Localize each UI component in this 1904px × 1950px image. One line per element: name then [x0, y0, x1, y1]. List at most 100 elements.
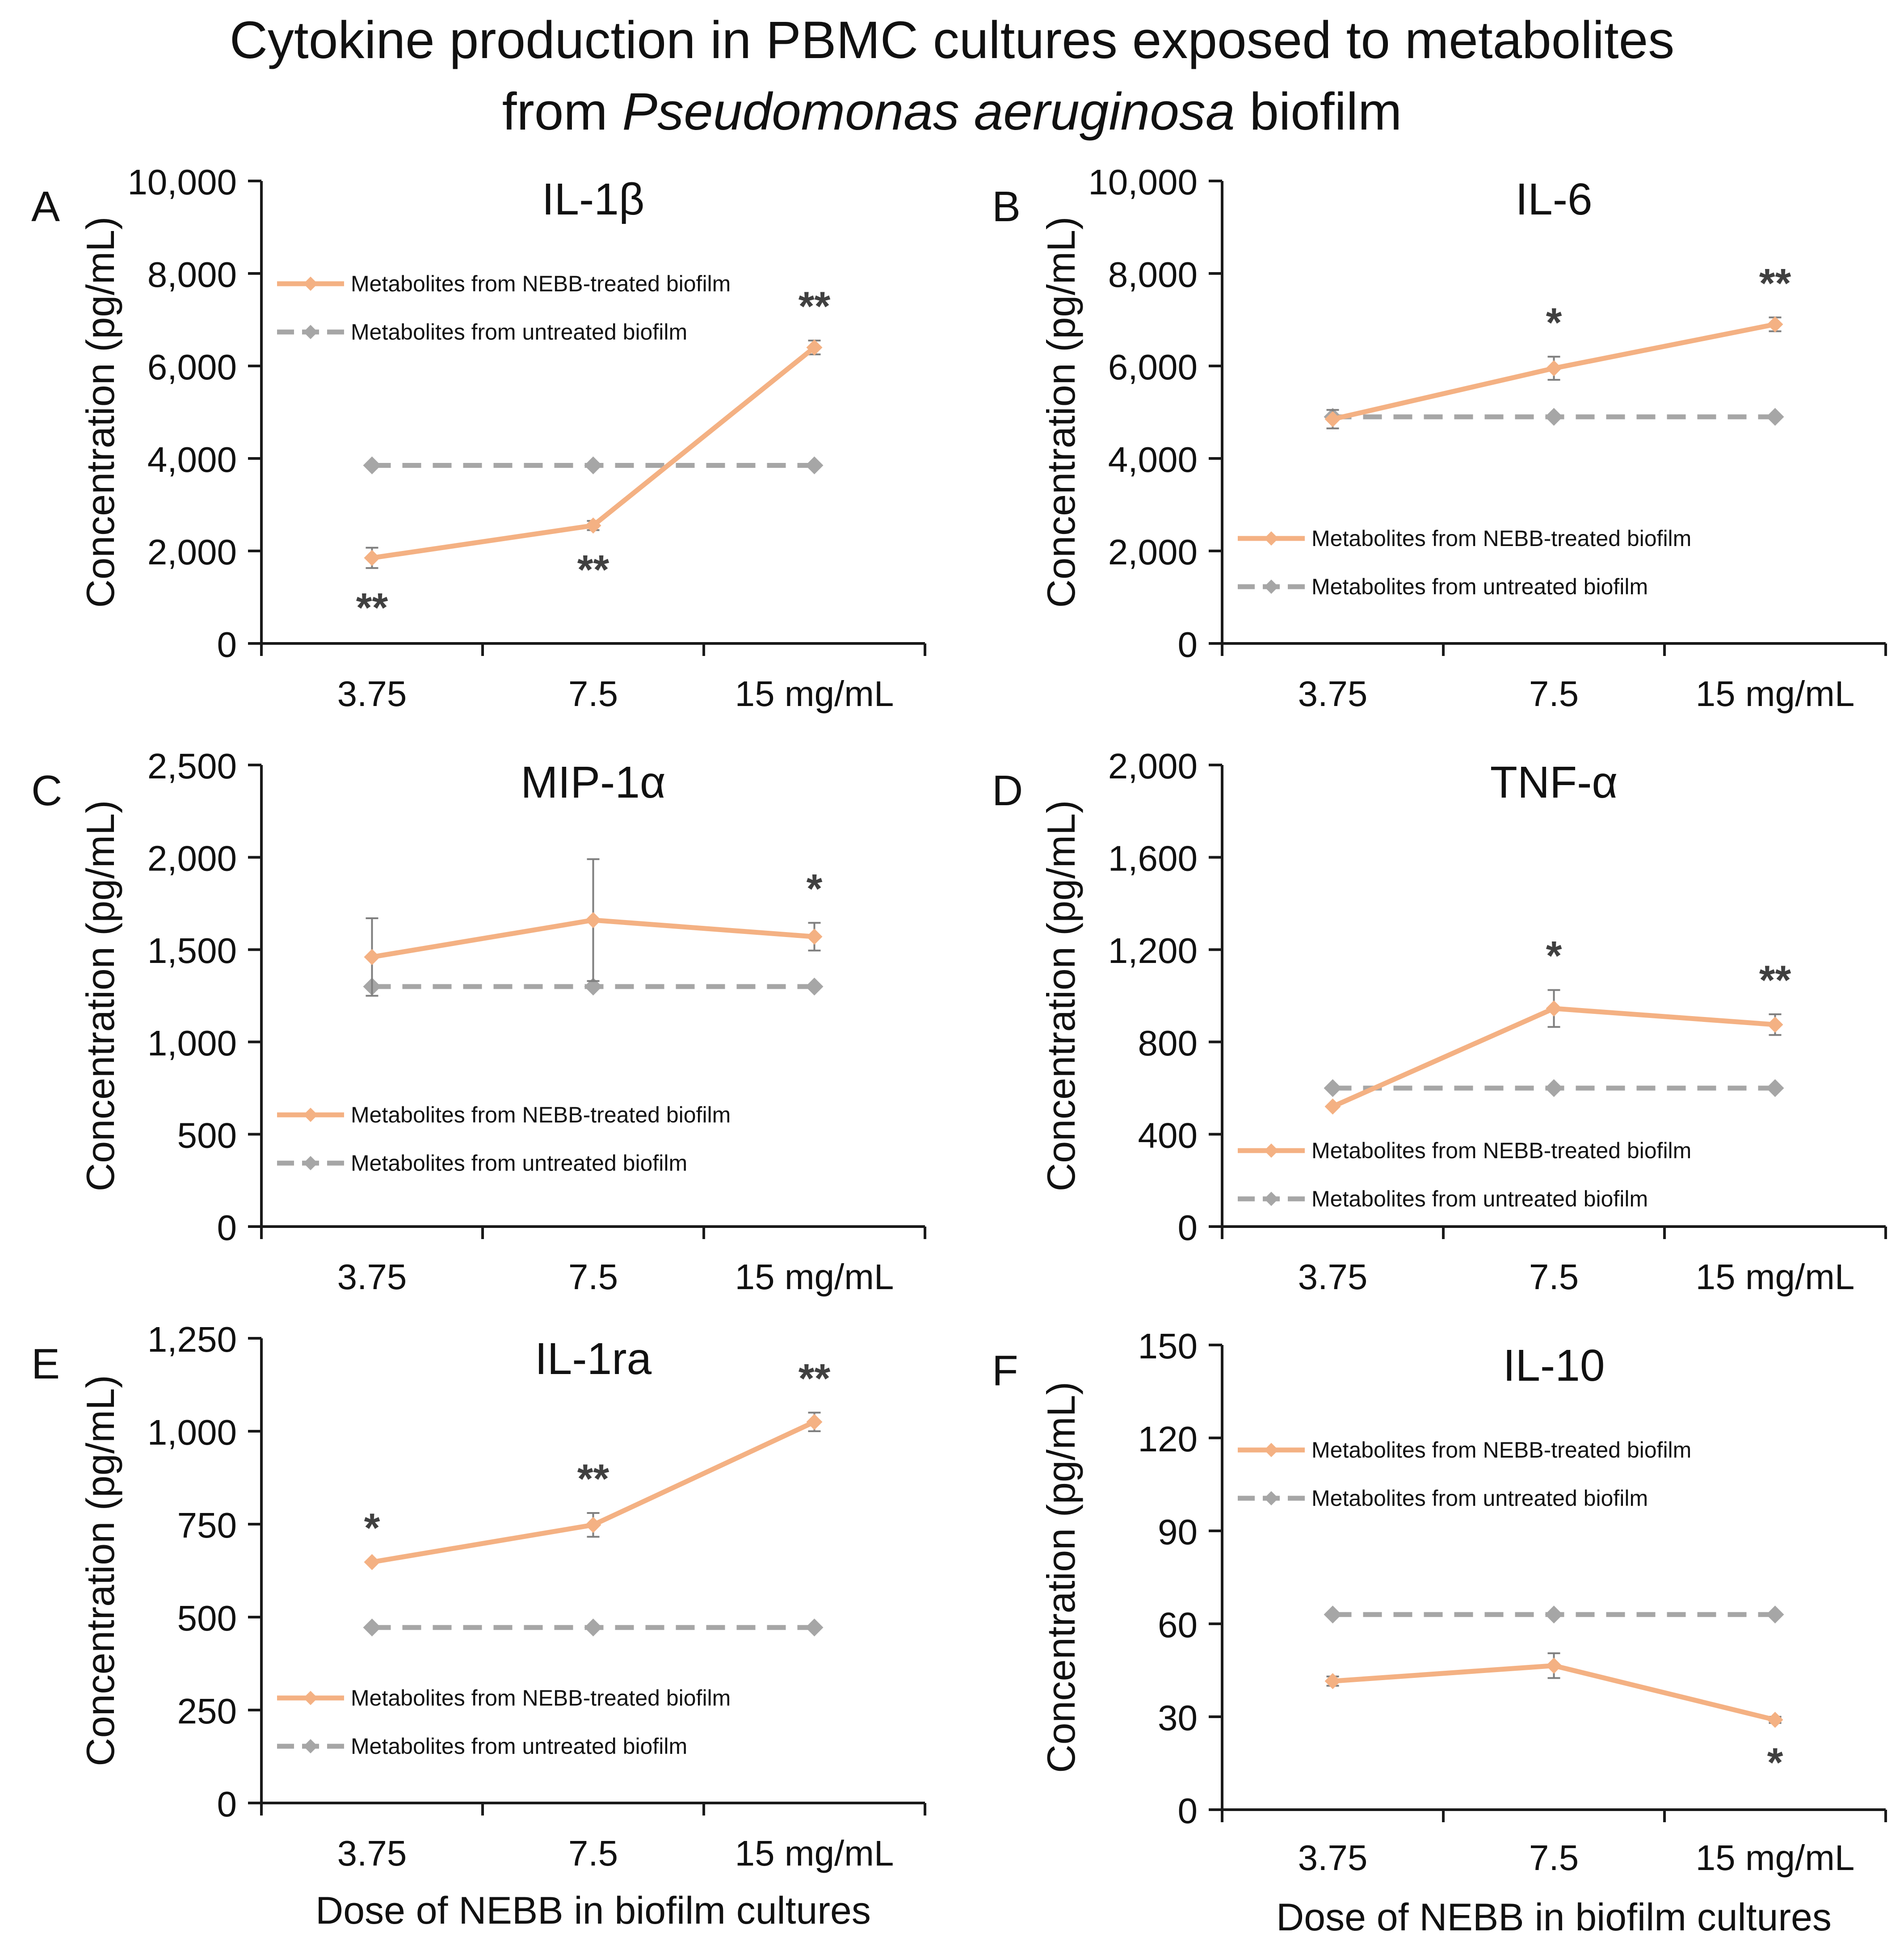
data-point-treated — [1324, 1673, 1341, 1689]
y-tick-label: 60 — [1158, 1605, 1198, 1645]
data-point-treated — [364, 1554, 380, 1570]
data-point-untreated — [363, 1618, 381, 1637]
y-tick-label: 1,250 — [147, 1320, 237, 1359]
panel-f: F IL-10 0 30 60 90 120 150 3.75 7.5 15 mg/mL Concen… — [992, 1326, 1887, 1939]
legend-label: Metabolites from untreated biofilm — [351, 1734, 687, 1759]
y-tick-label: 90 — [1158, 1512, 1198, 1552]
x-tick-label: 15 mg/mL — [735, 674, 894, 714]
figure-title-line2: from Pseudomonas aeruginosa biofilm — [0, 76, 1904, 147]
y-tick-label: 2,500 — [147, 746, 237, 786]
data-point-treated — [1767, 1711, 1783, 1728]
legend-marker — [303, 277, 318, 291]
x-tick-label: 15 mg/mL — [735, 1833, 894, 1873]
x-tick-label: 3.75 — [1298, 1838, 1368, 1878]
data-point-treated — [585, 517, 601, 534]
data-point-treated — [1546, 360, 1562, 377]
y-tick-label: 800 — [1138, 1023, 1198, 1063]
y-tick-label: 400 — [1138, 1115, 1198, 1155]
data-point-untreated — [584, 1618, 602, 1637]
panel-c: C MIP-1α 0 500 1,000 1,500 2,000 2,500 3.75 7.5 15… — [31, 746, 926, 1297]
legend-marker — [303, 1156, 318, 1170]
figure-title-pre: from — [502, 82, 622, 141]
x-axis-label: Dose of NEBB in biofilm cultures — [1276, 1896, 1832, 1939]
legend-marker — [1264, 1443, 1278, 1457]
significance-marker: ** — [356, 585, 388, 630]
data-point-treated — [1546, 1000, 1562, 1017]
significance-marker: ** — [577, 547, 609, 593]
legend-label: Metabolites from NEBB-treated biofilm — [1311, 526, 1691, 551]
panel-letter: C — [31, 767, 62, 815]
y-tick-label: 10,000 — [127, 162, 237, 202]
panel-b: B IL-6 0 2,000 4,000 6,000 8,000 10,000 3.75 7.5 1… — [992, 162, 1887, 714]
x-tick-label: 15 mg/mL — [1696, 674, 1855, 714]
x-axis-label: Dose of NEBB in biofilm cultures — [315, 1889, 871, 1932]
data-point-untreated — [584, 977, 602, 996]
legend-label: Metabolites from untreated biofilm — [1311, 574, 1648, 599]
data-point-untreated — [1545, 408, 1563, 426]
data-point-treated — [1324, 411, 1341, 428]
y-tick-label: 0 — [1178, 625, 1198, 664]
y-tick-label: 500 — [177, 1115, 237, 1155]
x-tick-label: 7.5 — [1529, 1257, 1579, 1297]
legend-label: Metabolites from untreated biofilm — [351, 1151, 687, 1176]
y-tick-label: 1,500 — [147, 931, 237, 971]
y-tick-label: 2,000 — [1108, 746, 1198, 786]
figure-title: Cytokine production in PBMC cultures exp… — [0, 4, 1904, 147]
panel-title: IL-10 — [1503, 1341, 1605, 1391]
figure-title-italic: Pseudomonas aeruginosa — [622, 82, 1235, 141]
x-tick-label: 7.5 — [568, 674, 618, 714]
data-point-treated — [585, 912, 601, 929]
y-tick-label: 4,000 — [1108, 440, 1198, 479]
data-point-treated — [1546, 1657, 1562, 1674]
legend-label: Metabolites from NEBB-treated biofilm — [1311, 1437, 1691, 1462]
legend-label: Metabolites from NEBB-treated biofilm — [1311, 1138, 1691, 1163]
data-point-untreated — [1545, 1605, 1563, 1624]
legend-label: Metabolites from untreated biofilm — [351, 319, 687, 345]
y-tick-label: 6,000 — [1108, 347, 1198, 387]
y-tick-label: 10,000 — [1088, 162, 1198, 202]
panel-letter: F — [992, 1347, 1018, 1395]
y-tick-label: 1,000 — [147, 1412, 237, 1452]
data-point-treated — [806, 1414, 823, 1430]
significance-marker: * — [1546, 933, 1562, 979]
y-tick-label: 120 — [1138, 1419, 1198, 1459]
x-tick-label: 3.75 — [1298, 674, 1368, 714]
y-axis-label: Concentration (pg/mL) — [78, 800, 122, 1192]
significance-marker: ** — [577, 1456, 609, 1502]
y-tick-label: 8,000 — [1108, 255, 1198, 294]
y-axis-label: Concentration (pg/mL) — [78, 217, 122, 608]
significance-marker: * — [807, 866, 823, 912]
significance-marker: ** — [1759, 958, 1791, 1003]
data-point-untreated — [1766, 1605, 1784, 1624]
legend-marker — [1264, 1491, 1278, 1505]
legend-marker — [303, 1691, 318, 1705]
data-point-untreated — [1324, 1605, 1342, 1624]
data-point-treated — [1767, 1017, 1783, 1033]
data-point-treated — [364, 550, 380, 566]
y-tick-label: 0 — [1178, 1791, 1198, 1831]
x-tick-label: 3.75 — [337, 674, 407, 714]
data-point-treated — [364, 949, 380, 965]
data-point-untreated — [1766, 408, 1784, 426]
data-point-treated — [1767, 316, 1783, 332]
y-tick-label: 150 — [1138, 1326, 1198, 1366]
panel-title: MIP-1α — [521, 757, 666, 807]
data-point-treated — [806, 929, 823, 945]
y-tick-label: 250 — [177, 1691, 237, 1731]
panel-d: D TNF-α 0 400 800 1,200 1,600 2,000 3.75 7.5 15 mg… — [992, 746, 1887, 1297]
y-tick-label: 500 — [177, 1598, 237, 1638]
data-point-treated — [806, 339, 823, 356]
x-tick-label: 15 mg/mL — [1696, 1838, 1855, 1878]
panel-a: A IL-1β 0 2,000 4,000 6,000 8,000 10,000 3.75 7.5… — [31, 162, 926, 714]
y-axis-label: Concentration (pg/mL) — [1039, 1382, 1083, 1773]
y-tick-label: 1,200 — [1108, 931, 1198, 971]
significance-marker: * — [1767, 1740, 1783, 1786]
x-tick-label: 3.75 — [337, 1257, 407, 1297]
y-tick-label: 0 — [217, 1208, 237, 1248]
panel-title: IL-1ra — [535, 1334, 652, 1384]
x-tick-label: 15 mg/mL — [735, 1257, 894, 1297]
data-point-untreated — [805, 977, 824, 996]
legend-label: Metabolites from untreated biofilm — [1311, 1186, 1648, 1211]
significance-marker: ** — [799, 1356, 831, 1401]
